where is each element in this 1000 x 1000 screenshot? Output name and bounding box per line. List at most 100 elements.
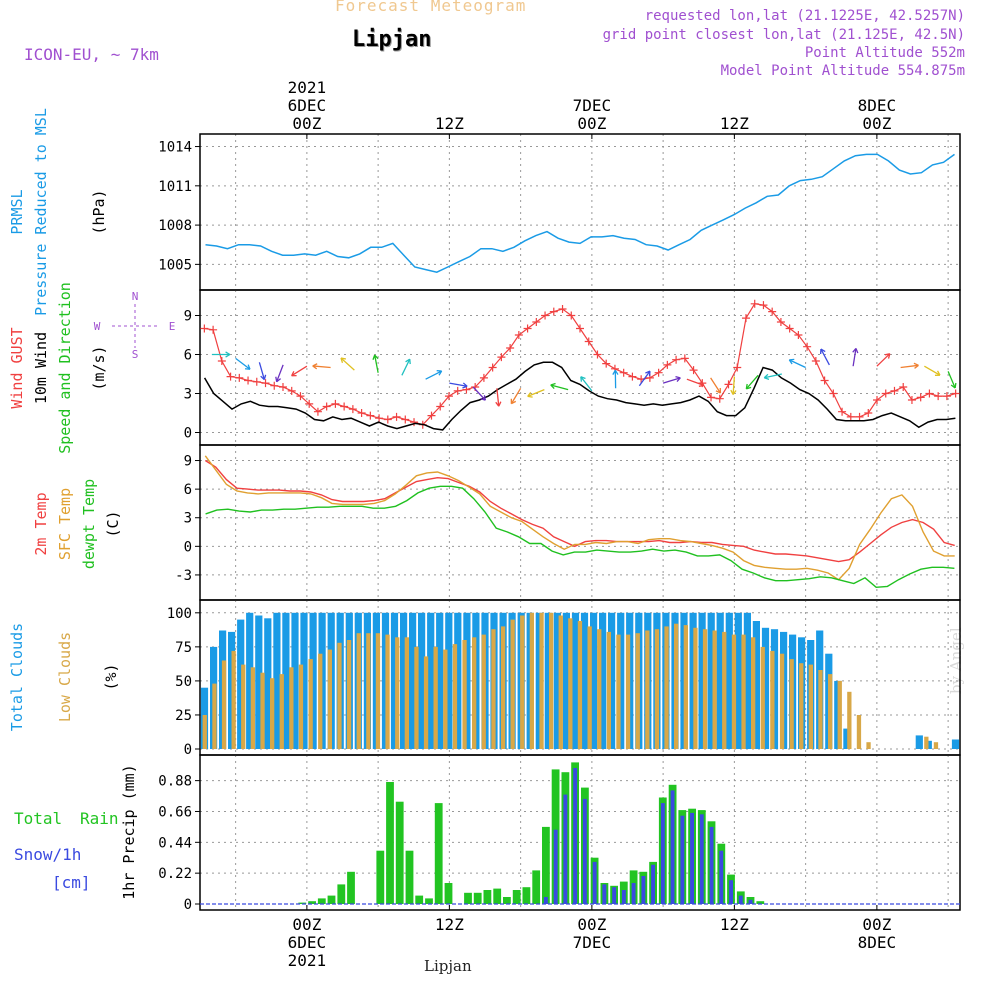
wind-direction-arrow <box>510 387 522 405</box>
wind-direction-arrow <box>425 370 442 380</box>
gust-point <box>593 350 602 359</box>
bottom-label: 6DEC <box>288 933 327 952</box>
wind-direction-arrowhead <box>312 363 318 370</box>
top-label: 6DEC <box>288 96 327 115</box>
rain-bar <box>542 826 550 904</box>
low-cloud-bar <box>356 633 361 749</box>
rain-bar <box>756 901 765 904</box>
low-cloud-bar <box>549 612 554 749</box>
gust-point <box>340 402 349 411</box>
low-cloud-bar <box>433 646 438 749</box>
snow-bar <box>738 895 743 904</box>
wind-direction-arrow <box>580 376 593 392</box>
low-cloud-bar <box>231 650 236 749</box>
gust-point <box>864 409 873 417</box>
wind-direction-arrowhead <box>436 370 443 376</box>
gust-point <box>890 386 899 395</box>
low-cloud-bar <box>375 633 381 749</box>
gust-point <box>497 353 506 362</box>
gust-point <box>209 325 218 334</box>
wind-direction-arrowhead <box>260 374 267 381</box>
snow-bar <box>729 880 733 904</box>
wind-direction-arrow <box>947 371 956 389</box>
hpa-unit-label: (hPa) <box>90 189 108 234</box>
gust-point <box>532 318 541 326</box>
snow-bar <box>612 887 617 904</box>
low-cloud-bar <box>520 615 525 749</box>
wind-direction-arrowhead <box>462 382 468 389</box>
low-cloud-bar <box>423 656 429 749</box>
wind-direction-arrowhead <box>645 370 651 377</box>
total-cloud-bar <box>237 619 245 749</box>
low-cloud-bar <box>510 619 515 749</box>
low-cloud-bar <box>847 691 852 749</box>
wind-direction-arrow <box>686 378 705 386</box>
total-cloud-bar <box>843 728 851 749</box>
wind-direction-arrow <box>401 358 411 376</box>
gust-point <box>846 412 855 421</box>
info-line-4: Model Point Altitude 554.875m <box>720 63 965 79</box>
low-cloud-bar <box>241 664 246 749</box>
wind-direction-arrow <box>764 373 783 379</box>
snow-label: Snow/1h <box>14 845 81 864</box>
gust-point <box>366 411 375 420</box>
wind-direction-arrow <box>852 348 857 367</box>
low-cloud-bar <box>722 631 727 749</box>
gust-point <box>838 407 847 416</box>
rain-bar <box>415 895 424 904</box>
wind-direction-arrowhead <box>550 382 556 389</box>
gust-point <box>348 405 357 414</box>
top-label: 00Z <box>577 114 606 133</box>
low-cloud-bar <box>260 672 265 749</box>
low-cloud-bar <box>568 618 573 749</box>
rain-bar <box>483 890 492 904</box>
low-cloud-bar <box>645 630 650 749</box>
total-cloud-bar <box>608 612 616 749</box>
snow-bar <box>709 826 714 904</box>
low-cloud-bar <box>395 637 400 749</box>
rain-bar <box>347 871 355 904</box>
rain-bar <box>298 902 307 904</box>
bottom-label: 00Z <box>862 915 891 934</box>
snow-bar <box>582 798 587 904</box>
snow-bar <box>670 790 675 904</box>
gust-point <box>602 359 611 368</box>
low-clouds-label: Low Clouds <box>56 632 74 722</box>
bottom-label: 2021 <box>288 951 327 970</box>
wind-direction-arrowhead <box>745 383 752 390</box>
gust-point <box>820 376 829 385</box>
y-tick-label: 1005 <box>158 257 192 273</box>
wind-direction-arrowhead <box>225 351 231 358</box>
gust-point <box>855 412 864 421</box>
wind-direction-arrowhead <box>715 387 722 394</box>
low-cloud-bar <box>674 623 679 749</box>
low-cloud-bar <box>366 633 371 749</box>
top-label: 12Z <box>720 114 749 133</box>
rain-bar <box>376 850 385 904</box>
y-tick-label: 100 <box>167 606 192 622</box>
low-cloud-bar <box>837 680 842 749</box>
bottom-label: 8DEC <box>858 933 897 952</box>
low-cloud-bar <box>933 742 939 749</box>
low-cloud-bar <box>606 631 611 749</box>
wind-direction-arrowhead <box>510 398 517 405</box>
snow-bar <box>592 861 597 904</box>
wind-direction-arrow <box>820 348 830 366</box>
snow-bar <box>699 814 704 904</box>
wind-direction-arrowhead <box>480 395 487 401</box>
low-cloud-bar <box>751 637 756 749</box>
wind-direction-arrow <box>340 357 355 371</box>
low-cloud-bar <box>558 615 563 749</box>
low-cloud-bar <box>924 736 929 749</box>
rain-bar <box>493 888 502 904</box>
wind-direction-arrow <box>745 374 759 390</box>
y-tick-label: 0 <box>184 742 192 758</box>
compass-s-label: S <box>132 348 139 361</box>
snow-bar <box>543 897 548 904</box>
gust-point <box>811 357 820 365</box>
rain-bar <box>308 901 316 904</box>
total-cloud-bar <box>725 612 733 749</box>
snow-bar <box>602 884 607 904</box>
y-tick-label: 50 <box>175 674 192 690</box>
